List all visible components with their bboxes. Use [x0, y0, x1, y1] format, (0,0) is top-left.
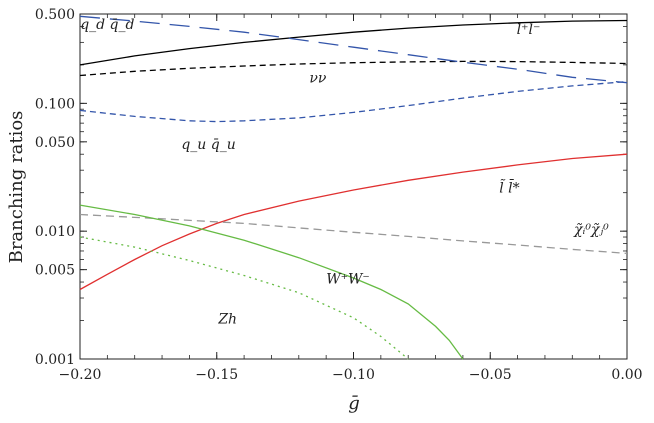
- series-label-3: q_u q̄_u: [181, 137, 235, 153]
- y-tick-label: 0.005: [35, 263, 75, 279]
- series-label-2: νν: [309, 71, 327, 87]
- y-tick-label: 0.010: [35, 224, 75, 240]
- x-tick-label: −0.15: [195, 367, 238, 383]
- series-line-1: [79, 60, 628, 77]
- x-tick-label: −0.05: [469, 367, 512, 383]
- x-tick-label: −0.20: [59, 367, 102, 383]
- series-line-4: [79, 153, 628, 291]
- y-tick-label: 0.500: [35, 7, 75, 23]
- series-layer: [79, 15, 628, 360]
- series-line-6: [79, 204, 464, 360]
- series-line-0: [79, 19, 628, 66]
- series-line-5: [79, 213, 628, 255]
- plot-frame: [79, 13, 628, 360]
- x-tick-label: 0.00: [611, 367, 642, 383]
- series-line-3: [79, 80, 628, 123]
- series-label-5: χ̃ᵢ⁰χ̃ⱼ⁰: [573, 222, 609, 238]
- series-label-4: l̃ l̄*: [499, 179, 519, 197]
- y-tick-label: 0.001: [35, 352, 75, 368]
- x-tick-label: −0.10: [332, 367, 375, 383]
- series-line-7: [79, 236, 409, 360]
- series-label-6: W⁺W⁻: [326, 271, 370, 287]
- x-axis-title: ḡ: [348, 393, 360, 414]
- ticks-layer: −0.20 −0.15 −0.10 −0.05 0.00 0.001 0.005 0.010 0…: [35, 7, 643, 383]
- series-label-0: q_d q̄_d: [80, 17, 134, 33]
- series-label-1: l⁺l⁻: [517, 22, 541, 38]
- series-line-2: [79, 15, 628, 84]
- y-tick-label: 0.050: [35, 135, 75, 151]
- y-tick-label: 0.100: [35, 96, 75, 112]
- y-axis-title: Branching ratios: [6, 111, 27, 264]
- labels-layer: q_d q̄_d l⁺l⁻ νν q_u q̄_u l̃ l̄* χ̃ᵢ⁰χ̃ⱼ⁰ W⁺W⁻…: [80, 17, 609, 327]
- series-label-7: Zh: [217, 311, 237, 327]
